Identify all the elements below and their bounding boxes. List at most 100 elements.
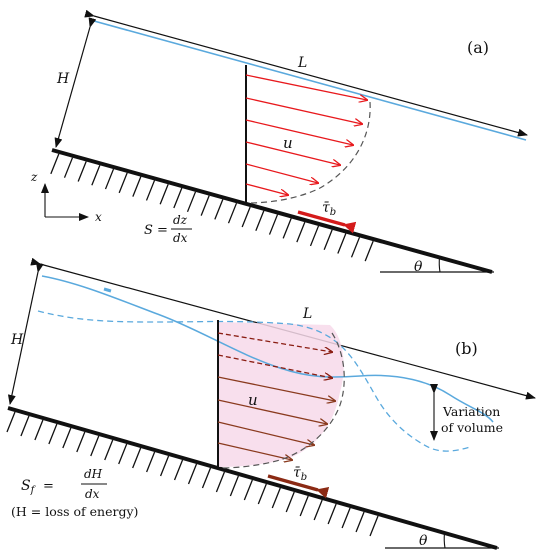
shear-arrow-a	[297, 210, 357, 234]
panel-a: θ L H u τ̄b z x	[30, 9, 528, 275]
velocity-profile-b	[219, 332, 345, 469]
ground-line-b	[7, 406, 498, 550]
ground-hatch-mark	[255, 210, 265, 232]
ground-hatch-mark	[229, 475, 239, 497]
axes-icon	[41, 183, 89, 221]
ground-hatch-mark	[20, 415, 30, 437]
ground-hatch-mark	[48, 423, 58, 445]
ground-hatch-mark	[104, 168, 115, 190]
ground-line-a	[51, 148, 493, 274]
velocity-arrow	[217, 376, 335, 401]
velocity-arrow	[217, 399, 327, 424]
ground-hatch-mark	[337, 233, 347, 254]
velocity-arrows-a	[245, 74, 367, 195]
velocity-arrow	[245, 183, 288, 195]
ground-hatch-mark	[341, 507, 351, 529]
velocity-arrows-b	[217, 376, 335, 460]
ground-hatch-mark	[186, 191, 197, 213]
ground-hatch-mark	[364, 240, 374, 262]
ground-hatch-mark	[285, 491, 295, 513]
angle-label-b: θ	[419, 533, 428, 549]
slope-num-a: dz	[173, 213, 188, 227]
ground-hatch-mark	[257, 483, 267, 505]
ground-hatch-mark	[146, 451, 156, 473]
ground-hatch-mark	[187, 463, 198, 485]
velocity-arrow-dashed	[217, 332, 332, 352]
angle-label-a: θ	[414, 259, 423, 275]
water-surface-b	[41, 275, 494, 423]
velocity-arrow	[245, 141, 340, 165]
length-arrow-a	[84, 9, 528, 137]
ground-hatch-mark	[118, 443, 128, 465]
ground-hatch-mark	[90, 435, 100, 457]
ground-hatch-mark	[271, 487, 281, 509]
velocity-arrow-dashed	[217, 354, 332, 378]
slope-formula-a: S = dz dx	[144, 213, 192, 245]
velocity-arrow	[245, 163, 318, 183]
velocity-profile-a	[247, 101, 371, 204]
ground-hatch-mark	[214, 199, 224, 220]
slope-formula-b: Sf = dH dx (H = loss of energy)	[11, 467, 138, 519]
slope-lhs-a: S =	[144, 223, 168, 238]
depth-label-b: H	[10, 332, 24, 348]
angle-arc-a	[438, 257, 441, 273]
panel-b: θ L H u τ̄b Var	[6, 257, 536, 550]
ground-hatch-mark	[76, 431, 86, 453]
depth-arrow-b	[7, 262, 44, 405]
velocity-arrow	[245, 119, 353, 145]
panel-tag-b: (b)	[455, 339, 478, 358]
length-label-b: L	[302, 306, 312, 322]
ground-hatch-mark	[63, 157, 74, 178]
shear-arrow-b	[267, 474, 330, 499]
ground-hatch-mark	[173, 187, 183, 209]
ground-hatch-mark	[243, 479, 253, 501]
ground-hatch-mark	[173, 459, 184, 481]
ground-hatch-mark	[323, 229, 333, 250]
ground-hatch-mark	[104, 439, 114, 461]
water-level-marker	[103, 287, 112, 293]
ground-hatch-mark	[6, 411, 16, 433]
ground-hatch-mark	[200, 195, 210, 216]
ground-hatch-mark	[350, 237, 361, 258]
shear-label-b: τ̄b	[293, 465, 307, 483]
length-label-a: L	[297, 55, 307, 71]
ground-hatch-mark	[327, 503, 337, 525]
water-surface-a	[93, 20, 527, 141]
velocity-label-a: u	[283, 134, 293, 152]
velocity-label-b: u	[248, 391, 258, 409]
ground-hatch-mark	[91, 165, 101, 186]
ground-hatch-mark	[34, 419, 44, 441]
slope-den-a: dx	[173, 231, 188, 245]
slope-num-b: dH	[84, 467, 103, 481]
ground-hatch-mark	[118, 172, 128, 194]
slope-den-b: dx	[85, 487, 100, 501]
ground-hatch-mark	[369, 515, 379, 537]
ground-hatch-mark	[215, 471, 226, 493]
velocity-arrows-dashed-b	[217, 332, 332, 378]
variation-label-2: of volume	[441, 420, 503, 435]
ground-hatch-mark	[299, 495, 309, 517]
depth-label-a: H	[56, 71, 70, 87]
variation-label-1: Variation	[442, 404, 500, 419]
ground-hatch-mark	[159, 183, 169, 205]
slope-lhs-b: Sf	[21, 478, 37, 496]
axis-x-label: x	[95, 210, 102, 224]
velocity-arrow	[217, 421, 314, 445]
ground-hatch-mark	[309, 225, 320, 247]
water-surface-dashed-b	[37, 310, 471, 452]
slope-eq-b: =	[43, 479, 54, 494]
ground-hatch-mark	[227, 202, 238, 224]
ground-hatch-mark	[77, 161, 87, 182]
ground-hatch-mark	[62, 427, 72, 449]
ground-hatch-mark	[241, 206, 251, 228]
ground-hatch-mark	[268, 214, 279, 235]
ground-hatching-b	[6, 411, 379, 537]
ground-hatching-a	[50, 153, 374, 262]
ground-hatch-mark	[313, 499, 323, 521]
energy-note: (H = loss of energy)	[11, 504, 138, 519]
ground-hatch-mark	[132, 176, 142, 197]
ground-hatch-mark	[132, 447, 142, 469]
ground-hatch-mark	[296, 221, 306, 243]
